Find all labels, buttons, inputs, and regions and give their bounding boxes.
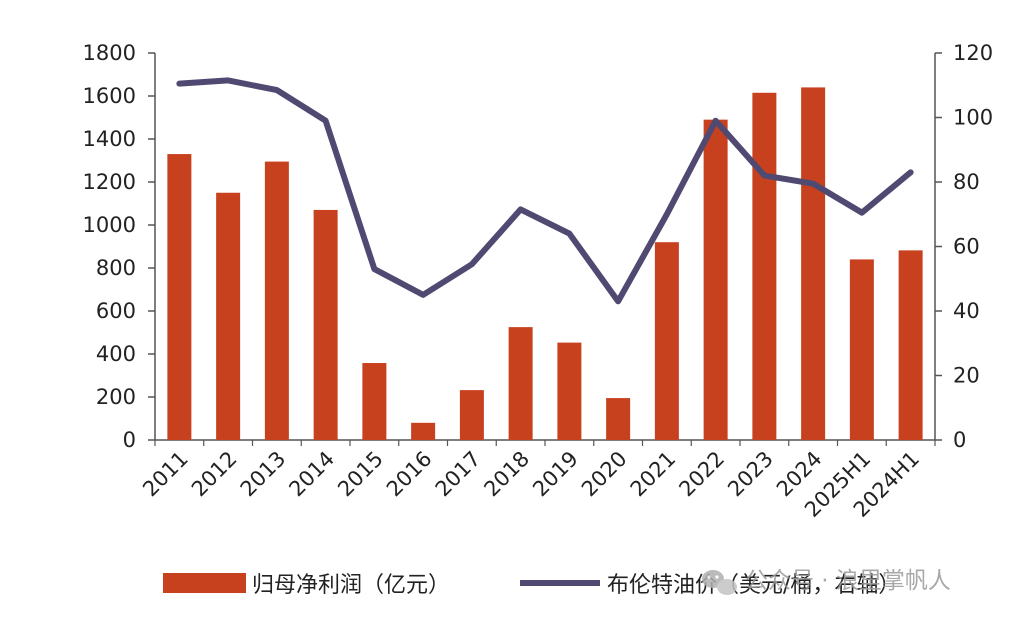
bar-2011 bbox=[167, 154, 192, 441]
bar-2016 bbox=[411, 422, 436, 440]
left-tick-label: 1600 bbox=[83, 84, 136, 108]
left-tick-label: 1200 bbox=[83, 170, 136, 194]
watermark: 公众号 · 浪里掌帆人 bbox=[702, 568, 951, 595]
x-tick-label: 2017 bbox=[431, 447, 486, 502]
bar-2014 bbox=[313, 209, 338, 440]
bar-series bbox=[167, 87, 923, 441]
left-tick-label: 200 bbox=[96, 385, 136, 409]
left-tick-label: 1000 bbox=[83, 213, 136, 237]
x-tick-label: 2019 bbox=[528, 447, 583, 502]
bar-2024 bbox=[801, 87, 826, 441]
legend: 归母净利润（亿元） 布伦特油价（美元/桶，右轴） bbox=[163, 573, 900, 598]
x-tick-label: 2014 bbox=[284, 447, 339, 502]
x-tick-label: 2020 bbox=[577, 447, 632, 502]
right-tick-label: 0 bbox=[953, 428, 966, 452]
bar-2022 bbox=[703, 119, 728, 441]
legend-bar-swatch bbox=[163, 573, 246, 593]
x-tick-label: 2013 bbox=[236, 447, 291, 502]
left-tick-label: 1400 bbox=[83, 127, 136, 151]
x-tick-label: 2012 bbox=[187, 447, 242, 502]
right-tick-label: 100 bbox=[953, 106, 993, 130]
line-series bbox=[176, 77, 914, 305]
x-axis: 2011201220132014201520162017201820192020… bbox=[138, 440, 936, 522]
bar-2025H1 bbox=[849, 259, 874, 440]
bar-2024H1 bbox=[898, 250, 923, 440]
legend-line-label: 布伦特油价（美元/桶，右轴） bbox=[607, 573, 900, 598]
x-tick-label: 2023 bbox=[723, 447, 778, 502]
bar-2013 bbox=[264, 161, 289, 440]
x-tick-label: 2011 bbox=[138, 447, 193, 502]
x-tick-label: 2015 bbox=[333, 447, 388, 502]
bar-2019 bbox=[557, 342, 582, 440]
left-tick-label: 0 bbox=[123, 428, 136, 452]
right-tick-label: 60 bbox=[953, 235, 980, 259]
oil-price-line bbox=[176, 77, 914, 305]
x-tick-label: 2021 bbox=[626, 447, 681, 502]
right-tick-label: 80 bbox=[953, 170, 980, 194]
wechat-icon bbox=[702, 570, 737, 595]
right-tick-label: 120 bbox=[953, 41, 993, 65]
bar-2018 bbox=[508, 327, 533, 440]
x-tick-label: 2022 bbox=[674, 447, 729, 502]
x-tick-label: 2018 bbox=[479, 447, 534, 502]
left-tick-label: 400 bbox=[96, 342, 136, 366]
right-axis: 0 20 40 60 80 100 120 bbox=[935, 41, 993, 452]
left-tick-label: 1800 bbox=[83, 41, 136, 65]
right-tick-label: 20 bbox=[953, 364, 980, 388]
bar-2012 bbox=[216, 192, 241, 440]
right-tick-label: 40 bbox=[953, 299, 980, 323]
bar-2021 bbox=[654, 242, 679, 440]
left-tick-label: 600 bbox=[96, 299, 136, 323]
bar-2015 bbox=[362, 363, 387, 440]
bar-2023 bbox=[752, 92, 777, 441]
watermark-text: 公众号 · 浪里掌帆人 bbox=[745, 568, 951, 594]
left-tick-label: 800 bbox=[96, 256, 136, 280]
legend-bar-label: 归母净利润（亿元） bbox=[252, 573, 450, 598]
bar-2017 bbox=[459, 390, 484, 440]
x-tick-label: 2016 bbox=[382, 447, 437, 502]
bar-2020 bbox=[606, 398, 631, 440]
left-axis: 0 200 400 600 800 1000 1200 1400 1600 1800 bbox=[83, 41, 155, 452]
